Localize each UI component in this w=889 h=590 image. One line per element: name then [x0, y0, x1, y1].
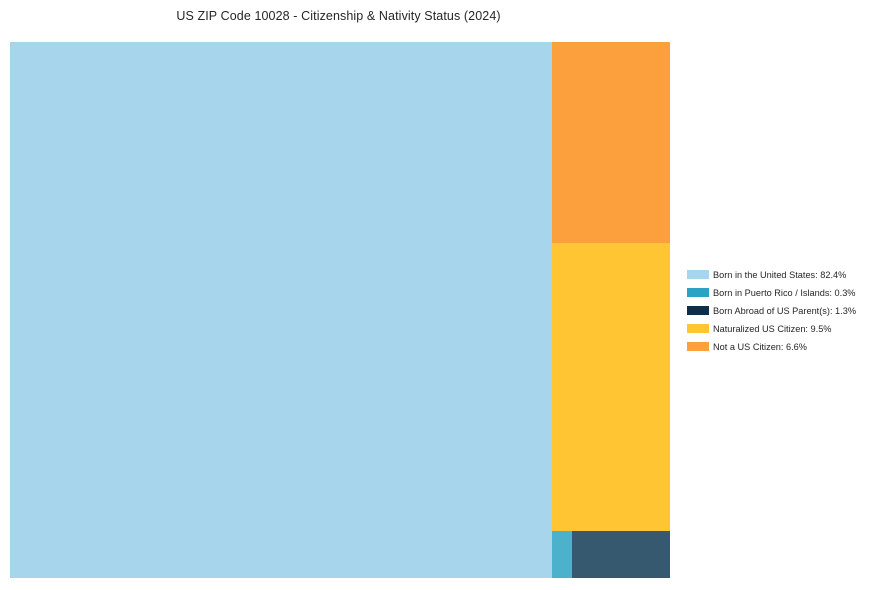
legend-item-label: Born in Puerto Rico / Islands: 0.3% [713, 288, 856, 298]
legend-item-naturalized-us-citizen[interactable]: Naturalized US Citizen: 9.5% [687, 320, 883, 338]
legend-item-label: Not a US Citizen: 6.6% [713, 342, 807, 352]
legend-item-born-in-the-united-states[interactable]: Born in the United States: 82.4% [687, 266, 883, 284]
legend-item-label: Born Abroad of US Parent(s): 1.3% [713, 306, 856, 316]
treemap-tile-born-abroad-of-us-parents[interactable]: Born Abroad of US Parent(s) [572, 531, 670, 578]
chart-title: US ZIP Code 10028 - Citizenship & Nativi… [176, 9, 501, 23]
legend-swatch-icon [687, 306, 709, 315]
legend-swatch-icon [687, 324, 709, 333]
treemap-tile-not-a-us-citizen[interactable]: Not a US Citizen [552, 42, 670, 243]
legend-item-born-in-puerto-rico-islands[interactable]: Born in Puerto Rico / Islands: 0.3% [687, 284, 883, 302]
chart-legend: Born in the United States: 82.4% Born in… [687, 266, 883, 356]
legend-item-label: Naturalized US Citizen: 9.5% [713, 324, 832, 334]
treemap-tile-born-in-the-united-states[interactable]: Born in the United States [10, 42, 552, 578]
treemap-tile-born-in-puerto-rico-islands[interactable]: Born in Puerto Rico / Islands [552, 531, 572, 578]
legend-item-label: Born in the United States: 82.4% [713, 270, 847, 280]
legend-item-not-a-us-citizen[interactable]: Not a US Citizen: 6.6% [687, 338, 883, 356]
treemap-plot-area: Born in the United States Not a US Citiz… [10, 42, 670, 578]
legend-item-born-abroad-of-us-parents[interactable]: Born Abroad of US Parent(s): 1.3% [687, 302, 883, 320]
legend-swatch-icon [687, 342, 709, 351]
legend-swatch-icon [687, 288, 709, 297]
treemap-tile-naturalized-us-citizen[interactable]: Naturalized US Citizen [552, 243, 670, 531]
legend-swatch-icon [687, 270, 709, 279]
